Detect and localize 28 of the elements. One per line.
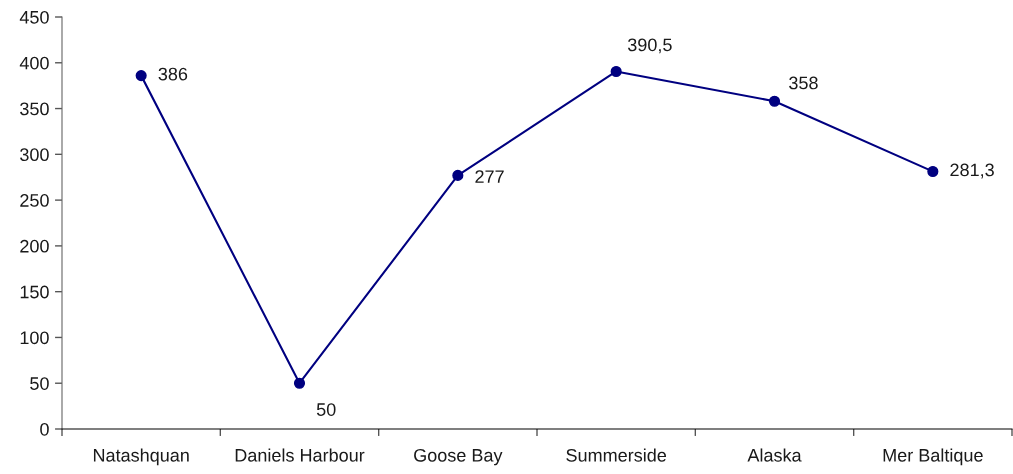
x-tick-label: Alaska [747, 448, 802, 462]
data-label: 390,5 [627, 38, 672, 54]
y-tick-label: 350 [20, 102, 49, 116]
point [927, 165, 939, 178]
y-tick-label: 250 [20, 194, 49, 207]
x-tick-label: Natashquan [93, 448, 189, 466]
y-tick-label: 150 [20, 285, 49, 299]
x-tick-label: Goose Bay [414, 448, 503, 466]
y-tick-label: 200 [20, 239, 49, 253]
y-tick-label: 50 [30, 377, 49, 390]
x-tick-label: Mer Baltique [883, 448, 983, 466]
point [293, 377, 306, 389]
y-tick-label: 400 [19, 56, 49, 70]
data-label: 358 [789, 76, 818, 90]
x-tick-label: Daniels Harbour [235, 448, 365, 462]
data-label: 277 [475, 170, 504, 183]
point [610, 65, 622, 78]
y-tick-label: 100 [20, 331, 49, 345]
y-tick-label: 300 [20, 148, 49, 162]
x-tick-label: Summerside [566, 448, 667, 462]
y-tick-label: 0 [40, 422, 49, 436]
data-label: 50 [316, 403, 336, 416]
data-label: 281,3 [950, 163, 994, 179]
point [768, 95, 781, 107]
point [135, 70, 147, 82]
data-label: 386 [158, 67, 188, 81]
y-tick-label: 450 [19, 10, 49, 24]
point [452, 169, 464, 181]
